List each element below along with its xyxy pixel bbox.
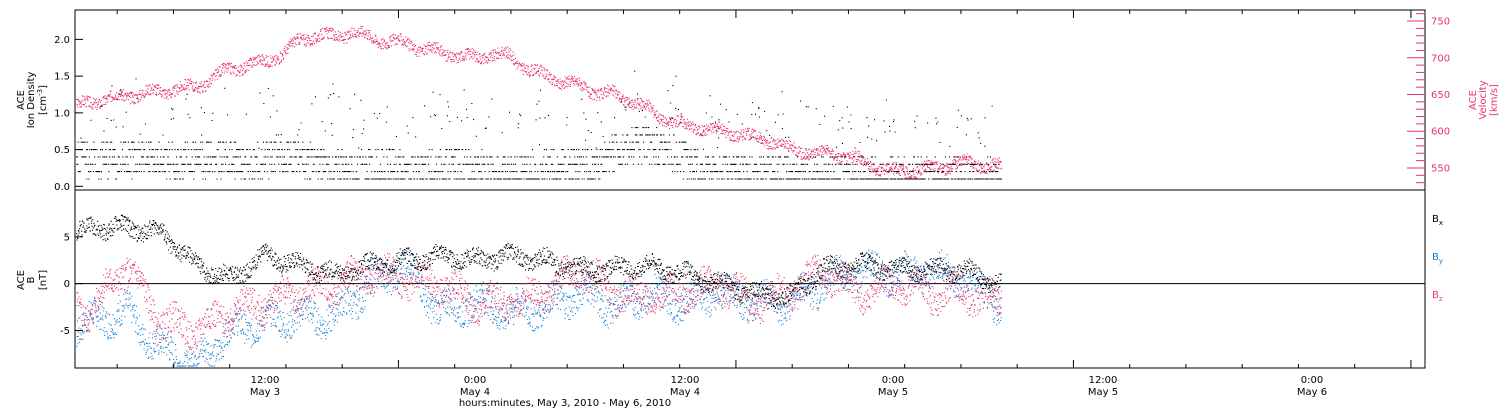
legend-bx-sub: x — [1439, 219, 1443, 227]
bz-series — [76, 252, 1003, 353]
velocity-tick-label: 550 — [1431, 163, 1450, 174]
density-axis-label-line1: ACE — [16, 90, 27, 110]
b-axis-label-line1: ACE — [16, 270, 27, 290]
legend-by-sub: y — [1439, 257, 1443, 265]
density-unit-text: [cm — [38, 96, 49, 115]
top-panel-frame — [74, 9, 1426, 191]
x-tick-label-date: May 5 — [1088, 387, 1118, 398]
x-tick-label-time: 0:00 — [882, 375, 904, 386]
b-axis-label-line2: B — [26, 276, 37, 283]
b-tick-label: -5 — [60, 326, 70, 337]
x-tick-label-date: May 6 — [1297, 387, 1327, 398]
velocity-axis-unit: [km/s] — [1489, 84, 1500, 116]
x-tick-label-time: 12:00 — [251, 375, 280, 386]
x-tick-label-date: May 4 — [670, 387, 700, 398]
velocity-tick-label: 650 — [1431, 90, 1450, 101]
x-tick-label-date: May 4 — [460, 387, 490, 398]
velocity-tick-label: 600 — [1431, 127, 1450, 138]
x-tick-label-time: 12:00 — [671, 375, 700, 386]
density-axis-label-line2: Ion Density — [26, 72, 37, 129]
x-axis-title: hours:minutes, May 3, 2010 - May 6, 2010 — [459, 398, 671, 409]
bottom-panel-marks — [76, 214, 1003, 367]
x-tick-label-date: May 3 — [250, 387, 280, 398]
density-tick-label: 0.5 — [54, 145, 70, 156]
x-tick-label-date: May 5 — [878, 387, 908, 398]
velocity-axis-label-line1: ACE — [1468, 90, 1479, 110]
bottom-panel-frame — [74, 189, 1426, 369]
density-tick-label: 2.0 — [54, 35, 70, 46]
legend-bz-label: B — [1432, 290, 1439, 301]
density-unit-close: ] — [38, 85, 49, 89]
x-tick-label-time: 0:00 — [1301, 375, 1323, 386]
top-panel-marks — [76, 25, 1003, 180]
density-tick-label: 1.5 — [54, 72, 70, 83]
legend-bz: Bz — [1432, 290, 1443, 303]
legend-by: By — [1432, 252, 1443, 265]
legend-by-label: B — [1432, 252, 1439, 263]
bx-series — [76, 214, 1003, 310]
density-axis-unit: [cm-3] — [36, 85, 49, 115]
density-unit-sup: -3 — [36, 89, 44, 96]
x-tick-label-time: 12:00 — [1089, 375, 1118, 386]
density-tick-label: 0.0 — [54, 182, 70, 193]
b-tick-label: 5 — [64, 232, 70, 243]
velocity-series — [76, 25, 1003, 180]
velocity-tick-label: 750 — [1431, 17, 1450, 28]
density-tick-label: 1.0 — [54, 108, 70, 119]
legend-bz-sub: z — [1439, 295, 1443, 303]
legend-bx-label: B — [1432, 214, 1439, 225]
x-tick-label-time: 0:00 — [464, 375, 486, 386]
legend-bx: Bx — [1432, 214, 1443, 227]
b-tick-label: 0 — [64, 279, 70, 290]
density-series — [76, 70, 1003, 180]
by-series — [76, 247, 1003, 367]
b-axis-unit: [nT] — [38, 270, 49, 290]
velocity-tick-label: 700 — [1431, 53, 1450, 64]
velocity-axis-label-line2: Velocity — [1478, 80, 1489, 119]
